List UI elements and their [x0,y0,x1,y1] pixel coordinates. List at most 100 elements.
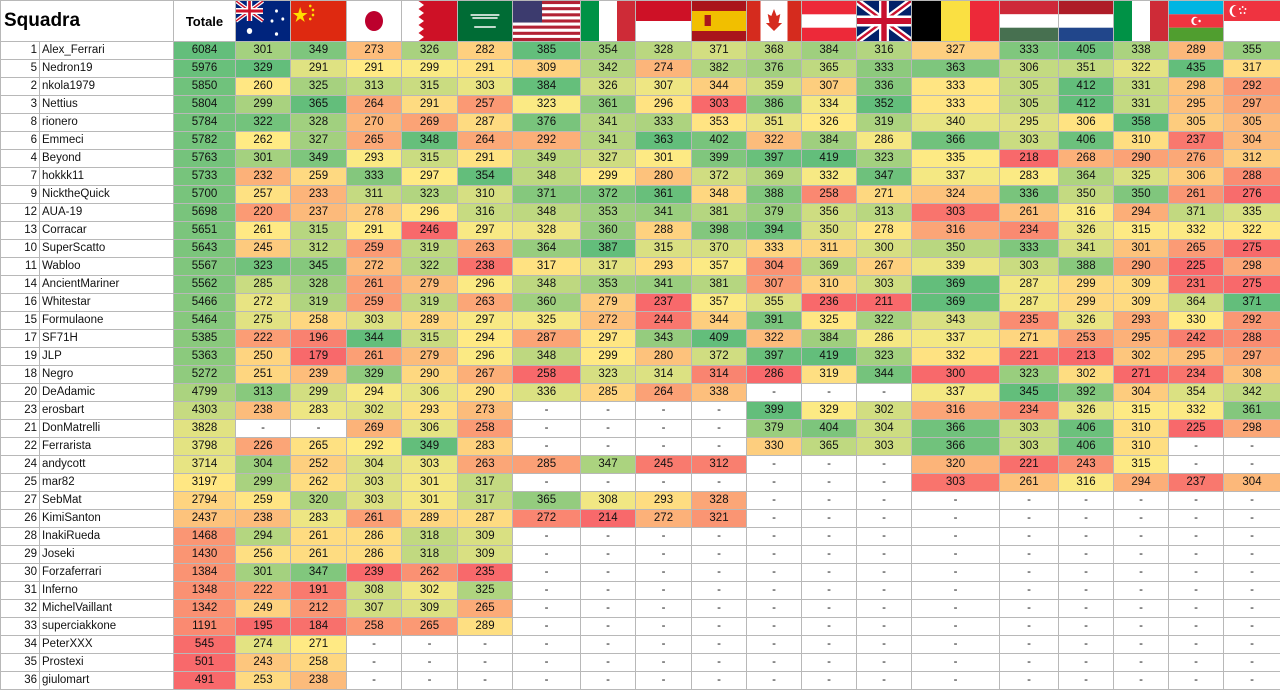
score-cell[interactable]: 238 [457,257,513,276]
score-cell[interactable]: 273 [346,41,402,60]
score-cell[interactable]: 289 [401,311,458,330]
score-cell[interactable]: - [746,455,802,474]
score-cell[interactable]: 344 [691,77,747,96]
score-cell[interactable]: - [1168,599,1224,618]
score-cell[interactable]: 336 [856,77,912,96]
score-cell[interactable]: 337 [911,329,1000,348]
score-cell[interactable]: 435 [1168,59,1224,78]
score-cell[interactable]: 334 [801,95,857,114]
score-cell[interactable]: 326 [801,113,857,132]
player-name-cell[interactable]: superciakkone [39,617,174,636]
score-cell[interactable]: 309 [457,527,513,546]
score-cell[interactable]: 264 [457,131,513,150]
score-cell[interactable]: - [856,491,912,510]
score-cell[interactable]: 312 [290,239,347,258]
score-cell[interactable]: 268 [1058,149,1114,168]
score-cell[interactable]: 294 [1113,203,1169,222]
player-name-cell[interactable]: Prostexi [39,653,174,672]
score-cell[interactable]: 333 [911,77,1000,96]
score-cell[interactable]: 297 [1223,95,1280,114]
total-cell[interactable]: 5976 [173,59,236,78]
score-cell[interactable]: 239 [290,365,347,384]
score-cell[interactable]: 329 [346,365,402,384]
score-cell[interactable]: - [856,545,912,564]
total-cell[interactable]: 1384 [173,563,236,582]
rank-cell[interactable]: 2 [0,77,40,96]
score-cell[interactable]: - [999,581,1059,600]
score-cell[interactable]: 234 [999,221,1059,240]
score-cell[interactable]: - [1058,545,1114,564]
score-cell[interactable]: 368 [746,41,802,60]
score-cell[interactable]: - [746,671,802,690]
rank-cell[interactable]: 20 [0,383,40,402]
total-cell[interactable]: 5782 [173,131,236,150]
score-cell[interactable]: - [746,653,802,672]
score-cell[interactable]: - [346,635,402,654]
score-cell[interactable]: 222 [235,581,291,600]
score-cell[interactable]: 382 [691,59,747,78]
score-cell[interactable]: 304 [235,455,291,474]
total-cell[interactable]: 5464 [173,311,236,330]
player-name-cell[interactable]: SF71H [39,329,174,348]
score-cell[interactable]: 303 [346,491,402,510]
total-cell[interactable]: 491 [173,671,236,690]
score-cell[interactable]: 285 [235,275,291,294]
score-cell[interactable]: 404 [801,419,857,438]
score-cell[interactable]: 261 [999,203,1059,222]
score-cell[interactable]: 392 [1058,383,1114,402]
score-cell[interactable]: 308 [1223,365,1280,384]
score-cell[interactable]: 310 [1113,437,1169,456]
score-cell[interactable]: - [801,383,857,402]
score-cell[interactable]: 291 [290,59,347,78]
score-cell[interactable]: 214 [580,509,636,528]
score-cell[interactable]: 322 [1223,221,1280,240]
score-cell[interactable]: 279 [401,347,458,366]
score-cell[interactable]: 286 [746,365,802,384]
score-cell[interactable]: - [635,545,692,564]
score-cell[interactable]: 308 [346,581,402,600]
total-cell[interactable]: 5643 [173,239,236,258]
score-cell[interactable]: 399 [746,401,802,420]
score-cell[interactable]: 258 [512,365,581,384]
score-cell[interactable]: 371 [1223,293,1280,312]
score-cell[interactable]: - [801,635,857,654]
score-cell[interactable]: 381 [691,203,747,222]
score-cell[interactable]: 307 [346,599,402,618]
score-cell[interactable]: 387 [580,239,636,258]
score-cell[interactable]: 325 [457,581,513,600]
score-cell[interactable]: 317 [457,473,513,492]
score-cell[interactable]: 343 [635,329,692,348]
score-cell[interactable]: 296 [457,347,513,366]
score-cell[interactable]: - [801,491,857,510]
score-cell[interactable]: 300 [856,239,912,258]
score-cell[interactable]: 220 [235,203,291,222]
score-cell[interactable]: 261 [346,275,402,294]
score-cell[interactable]: 315 [1113,221,1169,240]
score-cell[interactable]: 269 [401,113,458,132]
score-cell[interactable]: 369 [746,167,802,186]
score-cell[interactable]: 269 [346,419,402,438]
score-cell[interactable]: - [691,581,747,600]
score-cell[interactable]: 267 [457,365,513,384]
player-name-cell[interactable]: Alex_Ferrari [39,41,174,60]
score-cell[interactable]: 326 [401,41,458,60]
score-cell[interactable]: 352 [856,95,912,114]
score-cell[interactable]: 211 [856,293,912,312]
score-cell[interactable]: 406 [1058,419,1114,438]
score-cell[interactable]: 419 [801,149,857,168]
score-cell[interactable]: 349 [290,41,347,60]
score-cell[interactable]: 349 [512,149,581,168]
score-cell[interactable]: 405 [1058,41,1114,60]
squadra-header[interactable]: Squadra [0,0,174,42]
score-cell[interactable]: - [580,401,636,420]
score-cell[interactable]: 384 [801,41,857,60]
player-name-cell[interactable]: MichelVaillant [39,599,174,618]
score-cell[interactable]: 348 [512,167,581,186]
score-cell[interactable]: - [856,383,912,402]
score-cell[interactable]: 347 [580,455,636,474]
player-name-cell[interactable]: Whitestar [39,293,174,312]
score-cell[interactable]: 347 [856,167,912,186]
score-cell[interactable]: 237 [635,293,692,312]
score-cell[interactable]: 307 [635,77,692,96]
score-cell[interactable]: - [1168,617,1224,636]
